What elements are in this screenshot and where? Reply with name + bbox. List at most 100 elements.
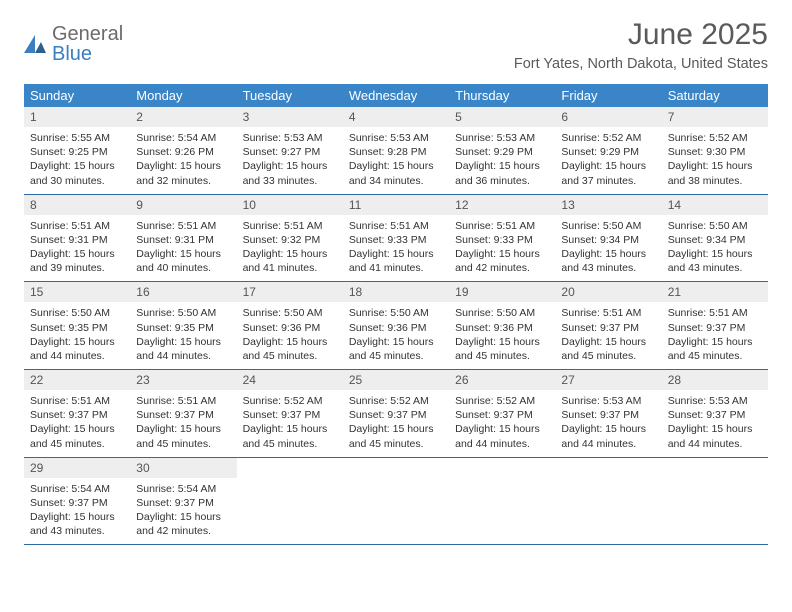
day-dl2: and 44 minutes.	[136, 349, 230, 363]
day-ss: Sunset: 9:30 PM	[668, 145, 762, 159]
day-ss: Sunset: 9:29 PM	[561, 145, 655, 159]
header-right: June 2025 Fort Yates, North Dakota, Unit…	[514, 18, 768, 72]
day-cell: 19Sunrise: 5:50 AMSunset: 9:36 PMDayligh…	[449, 282, 555, 369]
day-dl1: Daylight: 15 hours	[349, 159, 443, 173]
day-sr: Sunrise: 5:54 AM	[136, 482, 230, 496]
day-number: 13	[555, 195, 661, 215]
day-number: 25	[343, 370, 449, 390]
day-body: Sunrise: 5:52 AMSunset: 9:37 PMDaylight:…	[449, 390, 555, 457]
day-sr: Sunrise: 5:51 AM	[668, 306, 762, 320]
day-dl2: and 41 minutes.	[349, 261, 443, 275]
day-ss: Sunset: 9:37 PM	[668, 408, 762, 422]
day-body: Sunrise: 5:51 AMSunset: 9:31 PMDaylight:…	[24, 215, 130, 282]
day-body: Sunrise: 5:51 AMSunset: 9:37 PMDaylight:…	[24, 390, 130, 457]
day-body: Sunrise: 5:52 AMSunset: 9:30 PMDaylight:…	[662, 127, 768, 194]
day-ss: Sunset: 9:25 PM	[30, 145, 124, 159]
day-cell: 22Sunrise: 5:51 AMSunset: 9:37 PMDayligh…	[24, 370, 130, 457]
day-dl2: and 45 minutes.	[668, 349, 762, 363]
day-sr: Sunrise: 5:51 AM	[30, 394, 124, 408]
day-cell: 26Sunrise: 5:52 AMSunset: 9:37 PMDayligh…	[449, 370, 555, 457]
day-number: 22	[24, 370, 130, 390]
day-body: Sunrise: 5:50 AMSunset: 9:34 PMDaylight:…	[555, 215, 661, 282]
day-dl1: Daylight: 15 hours	[561, 422, 655, 436]
day-body: Sunrise: 5:53 AMSunset: 9:37 PMDaylight:…	[662, 390, 768, 457]
day-sr: Sunrise: 5:52 AM	[455, 394, 549, 408]
day-body: Sunrise: 5:52 AMSunset: 9:29 PMDaylight:…	[555, 127, 661, 194]
day-dl2: and 42 minutes.	[455, 261, 549, 275]
day-cell: 30Sunrise: 5:54 AMSunset: 9:37 PMDayligh…	[130, 458, 236, 545]
day-body: Sunrise: 5:51 AMSunset: 9:33 PMDaylight:…	[343, 215, 449, 282]
day-number: 3	[237, 107, 343, 127]
day-body: Sunrise: 5:50 AMSunset: 9:34 PMDaylight:…	[662, 215, 768, 282]
day-header-wed: Wednesday	[343, 84, 449, 107]
day-ss: Sunset: 9:31 PM	[30, 233, 124, 247]
day-dl2: and 45 minutes.	[349, 437, 443, 451]
day-number: 27	[555, 370, 661, 390]
day-dl2: and 45 minutes.	[136, 437, 230, 451]
day-dl1: Daylight: 15 hours	[243, 422, 337, 436]
day-number: 12	[449, 195, 555, 215]
day-cell: 24Sunrise: 5:52 AMSunset: 9:37 PMDayligh…	[237, 370, 343, 457]
day-number: 23	[130, 370, 236, 390]
day-body: Sunrise: 5:52 AMSunset: 9:37 PMDaylight:…	[343, 390, 449, 457]
day-number: 15	[24, 282, 130, 302]
day-ss: Sunset: 9:36 PM	[349, 321, 443, 335]
day-cell: 15Sunrise: 5:50 AMSunset: 9:35 PMDayligh…	[24, 282, 130, 369]
day-cell: 4Sunrise: 5:53 AMSunset: 9:28 PMDaylight…	[343, 107, 449, 194]
day-sr: Sunrise: 5:51 AM	[136, 219, 230, 233]
day-cell: 20Sunrise: 5:51 AMSunset: 9:37 PMDayligh…	[555, 282, 661, 369]
day-cell: 9Sunrise: 5:51 AMSunset: 9:31 PMDaylight…	[130, 195, 236, 282]
day-dl1: Daylight: 15 hours	[455, 335, 549, 349]
week-row: 8Sunrise: 5:51 AMSunset: 9:31 PMDaylight…	[24, 195, 768, 283]
day-ss: Sunset: 9:37 PM	[243, 408, 337, 422]
day-dl1: Daylight: 15 hours	[30, 510, 124, 524]
day-number: 11	[343, 195, 449, 215]
day-sr: Sunrise: 5:51 AM	[243, 219, 337, 233]
day-number: 30	[130, 458, 236, 478]
day-dl1: Daylight: 15 hours	[455, 247, 549, 261]
day-number: 26	[449, 370, 555, 390]
day-dl1: Daylight: 15 hours	[136, 247, 230, 261]
day-cell: 2Sunrise: 5:54 AMSunset: 9:26 PMDaylight…	[130, 107, 236, 194]
day-dl2: and 45 minutes.	[349, 349, 443, 363]
day-dl2: and 43 minutes.	[30, 524, 124, 538]
day-ss: Sunset: 9:36 PM	[455, 321, 549, 335]
day-body: Sunrise: 5:50 AMSunset: 9:36 PMDaylight:…	[237, 302, 343, 369]
day-number: 9	[130, 195, 236, 215]
day-dl1: Daylight: 15 hours	[243, 247, 337, 261]
day-ss: Sunset: 9:35 PM	[136, 321, 230, 335]
day-cell: 6Sunrise: 5:52 AMSunset: 9:29 PMDaylight…	[555, 107, 661, 194]
day-dl2: and 32 minutes.	[136, 174, 230, 188]
day-ss: Sunset: 9:37 PM	[30, 408, 124, 422]
day-sr: Sunrise: 5:53 AM	[561, 394, 655, 408]
day-number: 17	[237, 282, 343, 302]
day-ss: Sunset: 9:27 PM	[243, 145, 337, 159]
day-cell: 7Sunrise: 5:52 AMSunset: 9:30 PMDaylight…	[662, 107, 768, 194]
day-dl1: Daylight: 15 hours	[243, 335, 337, 349]
day-cell: 8Sunrise: 5:51 AMSunset: 9:31 PMDaylight…	[24, 195, 130, 282]
day-sr: Sunrise: 5:52 AM	[561, 131, 655, 145]
day-dl2: and 45 minutes.	[561, 349, 655, 363]
day-number: 20	[555, 282, 661, 302]
day-cell: 18Sunrise: 5:50 AMSunset: 9:36 PMDayligh…	[343, 282, 449, 369]
day-ss: Sunset: 9:32 PM	[243, 233, 337, 247]
day-body: Sunrise: 5:51 AMSunset: 9:33 PMDaylight:…	[449, 215, 555, 282]
day-header-fri: Friday	[555, 84, 661, 107]
day-sr: Sunrise: 5:50 AM	[668, 219, 762, 233]
day-header-sun: Sunday	[24, 84, 130, 107]
day-cell: 3Sunrise: 5:53 AMSunset: 9:27 PMDaylight…	[237, 107, 343, 194]
day-cell	[449, 458, 555, 545]
day-dl1: Daylight: 15 hours	[136, 422, 230, 436]
day-dl1: Daylight: 15 hours	[136, 510, 230, 524]
logo-text-part1: General	[52, 23, 123, 45]
day-body: Sunrise: 5:53 AMSunset: 9:29 PMDaylight:…	[449, 127, 555, 194]
day-body: Sunrise: 5:53 AMSunset: 9:37 PMDaylight:…	[555, 390, 661, 457]
day-body: Sunrise: 5:52 AMSunset: 9:37 PMDaylight:…	[237, 390, 343, 457]
day-dl2: and 44 minutes.	[455, 437, 549, 451]
day-number: 28	[662, 370, 768, 390]
day-number: 6	[555, 107, 661, 127]
day-body: Sunrise: 5:54 AMSunset: 9:37 PMDaylight:…	[130, 478, 236, 545]
day-number: 2	[130, 107, 236, 127]
day-sr: Sunrise: 5:51 AM	[136, 394, 230, 408]
day-cell: 16Sunrise: 5:50 AMSunset: 9:35 PMDayligh…	[130, 282, 236, 369]
